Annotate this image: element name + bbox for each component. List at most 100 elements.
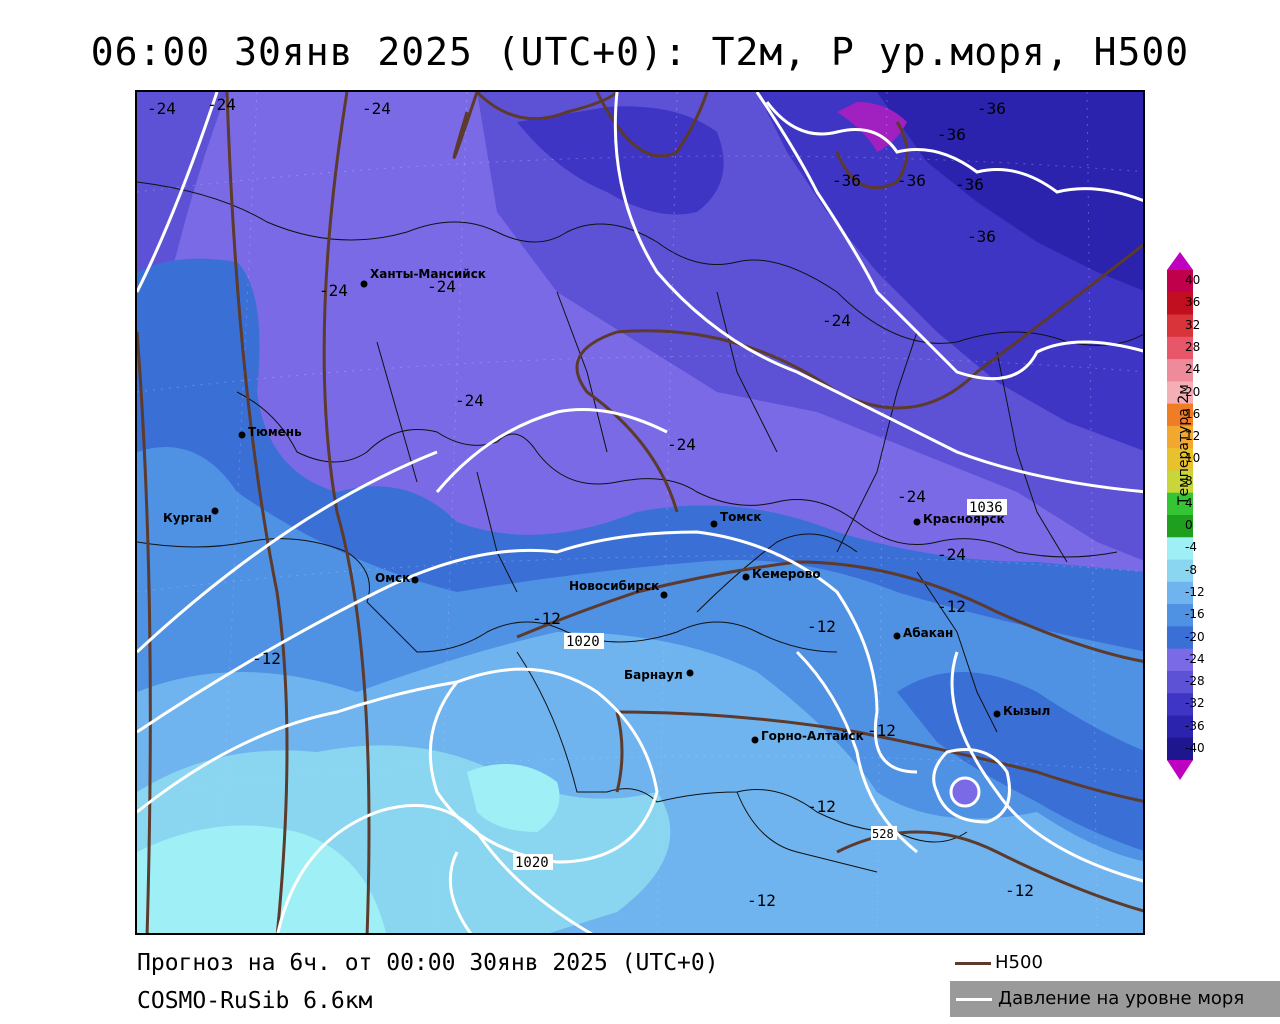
colorbar-tick-label: -4 (1185, 540, 1197, 555)
isotherm-label: -24 (937, 545, 966, 564)
isotherm-label: -36 (897, 171, 926, 190)
extreme-cold-patch (837, 102, 907, 152)
mountain-zone (897, 672, 1143, 851)
city-dot (660, 591, 668, 599)
isotherm-label: -24 (897, 487, 926, 506)
city-dot (360, 280, 368, 288)
city-dot (751, 736, 759, 744)
colorbar-cell (1167, 581, 1193, 605)
h500-label: 528 (872, 827, 894, 841)
city-label: Томск (720, 510, 762, 524)
colorbar-cells (1167, 270, 1193, 761)
region-borders (137, 181, 1143, 873)
colorbar-cell (1167, 559, 1193, 583)
warm-patch (467, 764, 560, 832)
isotherm-labels: -24 -24 -24 -24 -24 -24 -24 -24 -24 -24 … (147, 95, 1034, 910)
city-label: Омск (375, 571, 410, 585)
legend-pressure: Давление на уровне моря (950, 981, 1280, 1017)
colorbar-tick-label: -28 (1185, 674, 1205, 689)
isotherm-label: -24 (147, 99, 176, 118)
colorbar-cell (1167, 670, 1193, 694)
h500-line-swatch (955, 961, 991, 965)
colorbar-cell (1167, 693, 1193, 716)
colorbar-cell (1167, 448, 1193, 471)
isotherm-label: -24 (822, 311, 851, 330)
cold-patch (517, 106, 724, 215)
cold-spot (949, 776, 981, 808)
colorbar-cell (1167, 292, 1193, 316)
isotherm-label: -12 (937, 597, 966, 616)
colorbar-tick-label: -36 (1185, 718, 1205, 733)
h500-contours (137, 92, 1143, 933)
colorbar-cell (1167, 626, 1193, 650)
colorbar-cell (1167, 648, 1193, 672)
isobar-labels: 1020 1020 1036 528 (513, 499, 1007, 871)
isotherm-label: -12 (252, 649, 281, 668)
nw-cold (137, 92, 227, 312)
colorbar-cell (1167, 492, 1193, 516)
colorbar-tick-label: 20 (1185, 384, 1201, 399)
isotherm-label: -24 (207, 95, 236, 114)
city-dot (710, 520, 718, 528)
city-dot (686, 669, 694, 677)
isobar-label: 1020 (566, 634, 600, 650)
city-label: Новосибирск (569, 579, 659, 593)
city-dot (913, 518, 921, 526)
colorbar-cell (1167, 359, 1193, 382)
colorbar-title: Температура 2м (1176, 384, 1192, 505)
colorbar-tick-label: 32 (1185, 317, 1201, 332)
city-label: Тюмень (248, 425, 302, 439)
model-name: COSMO-RuSib 6.6км (137, 988, 373, 1014)
colorbar-tick-label: 24 (1185, 362, 1201, 377)
isotherm-label: -36 (937, 125, 966, 144)
colorbar-cell (1167, 403, 1193, 427)
isotherm-label: -24 (455, 391, 484, 410)
isotherm-label: -36 (967, 227, 996, 246)
cold-zone-36 (877, 92, 1143, 291)
colorbar-cell (1167, 604, 1193, 627)
city-label: Кемерово (752, 567, 821, 581)
colorbar-cell (1167, 515, 1193, 538)
isotherm-label: -12 (532, 609, 561, 628)
colorbar-cap-top (1167, 252, 1193, 270)
isotherm-label: -12 (807, 617, 836, 636)
pressure-isobars (137, 92, 1143, 933)
colorbar-tick-label: 36 (1185, 295, 1201, 310)
colorbar-cell (1167, 270, 1193, 293)
city-label: Горно-Алтайск (761, 729, 864, 743)
colorbar-tick-label: 8 (1185, 473, 1193, 488)
isotherm-label: -12 (807, 797, 836, 816)
isotherm-label: -12 (867, 721, 896, 740)
temperature-colorbar (1167, 252, 1193, 780)
colorbar-tick-label: 4 (1185, 495, 1193, 510)
isobar-label: 1020 (515, 855, 549, 871)
legend-h500: H500 (955, 952, 1043, 973)
isotherm-label: -36 (832, 171, 861, 190)
isotherm-label: -24 (319, 281, 348, 300)
colorbar-tick-label: -20 (1185, 629, 1205, 644)
colorbar-cell (1167, 737, 1193, 761)
colorbar-tick-label: -40 (1185, 740, 1205, 755)
colorbar-cell (1167, 336, 1193, 360)
isotherm-label: -24 (427, 277, 456, 296)
legend-pressure-label: Давление на уровне моря (998, 988, 1245, 1009)
colorbar-cap-bottom (1167, 760, 1193, 780)
legend-h500-label: H500 (995, 952, 1043, 973)
city-dot (238, 431, 246, 439)
colorbar-cell (1167, 314, 1193, 338)
colorbar-cell (1167, 715, 1193, 739)
colorbar-tick-label: 16 (1185, 406, 1201, 421)
colorbar-tick-label: -24 (1185, 651, 1205, 666)
colorbar-cell (1167, 381, 1193, 405)
colorbar-tick-label: 28 (1185, 339, 1201, 354)
isobar-label: 1036 (969, 500, 1003, 516)
colorbar-tick-label: 12 (1185, 429, 1201, 444)
colorbar-tick-label: 0 (1185, 518, 1193, 533)
city-label: Абакан (903, 626, 953, 640)
isotherm-label: -12 (747, 891, 776, 910)
forecast-map: -24 -24 -24 -24 -24 -24 -24 -24 -24 -24 … (135, 90, 1145, 935)
lat-lon-grid (137, 92, 1143, 933)
forecast-info: Прогноз на 6ч. от 00:00 30янв 2025 (UTC+… (137, 950, 719, 976)
temp-minus4-zone (137, 825, 386, 933)
map-svg: -24 -24 -24 -24 -24 -24 -24 -24 -24 -24 … (137, 92, 1143, 933)
